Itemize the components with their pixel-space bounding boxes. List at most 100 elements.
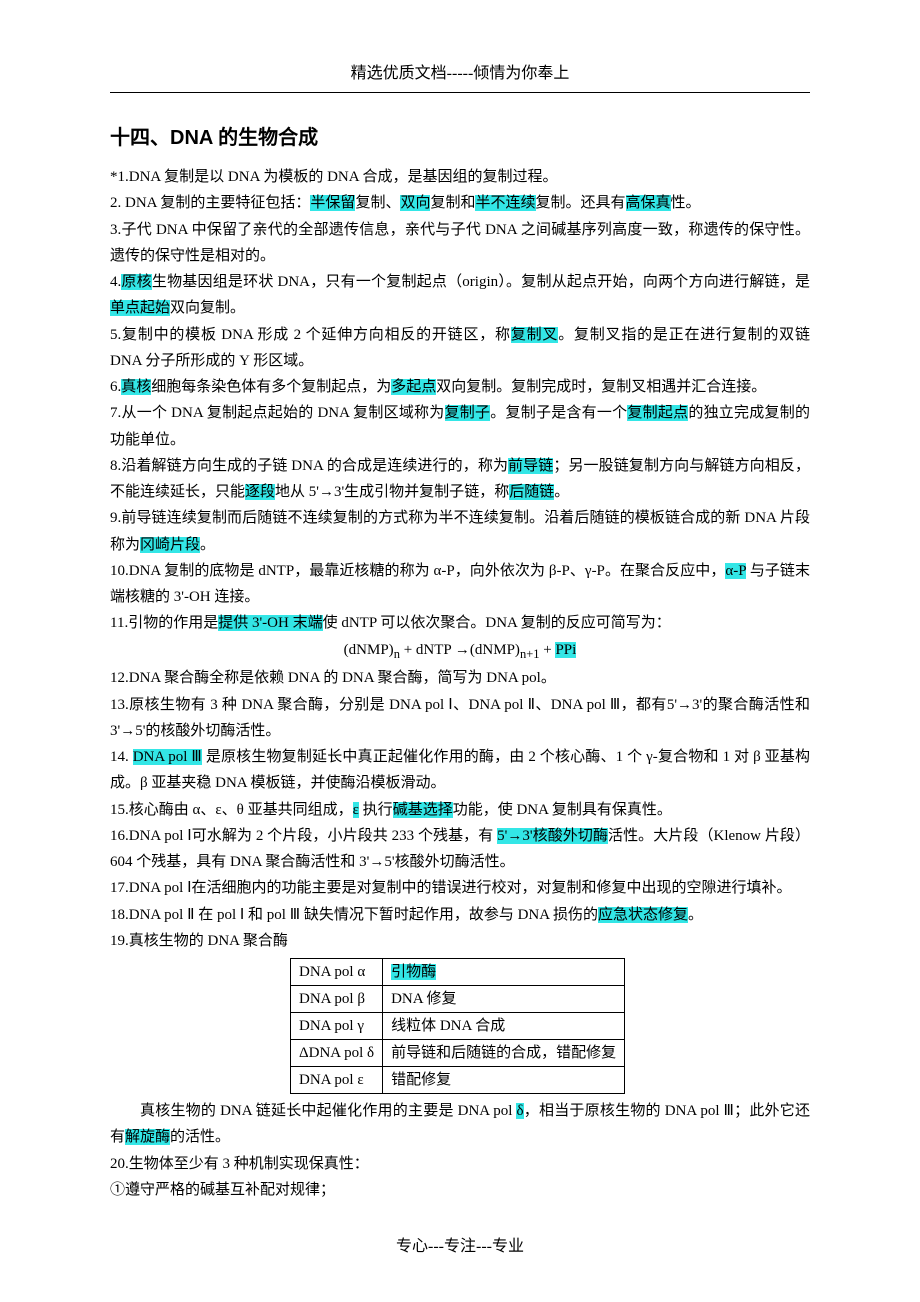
- highlight: 前导链: [508, 458, 553, 474]
- para-1: *1.DNA 复制是以 DNA 为模板的 DNA 合成，是基因组的复制过程。: [110, 164, 810, 190]
- highlight: α-P: [725, 563, 746, 579]
- highlight: 后随链: [509, 484, 554, 500]
- text: 10.DNA 复制的底物是 dNTP，最靠近核糖的称为 α-P，向外依次为 β-…: [110, 563, 725, 579]
- highlight: 逐段: [245, 484, 275, 500]
- highlight: δ: [516, 1103, 523, 1119]
- para-5: 5.复制中的模板 DNA 形成 2 个延伸方向相反的开链区，称复制叉。复制叉指的…: [110, 322, 810, 375]
- text: 。: [554, 484, 569, 500]
- page-header: 精选优质文档-----倾情为你奉上: [110, 60, 810, 93]
- para-4: 4.原核生物基因组是环状 DNA，只有一个复制起点（origin）。复制从起点开…: [110, 269, 810, 322]
- table-row: DNA pol γ线粒体 DNA 合成: [291, 1013, 625, 1040]
- page-footer: 专心---专注---专业: [110, 1233, 810, 1261]
- text: 。复制子是含有一个: [490, 405, 627, 421]
- highlight: 复制子: [445, 405, 491, 421]
- table-cell: 线粒体 DNA 合成: [383, 1013, 625, 1040]
- text: 性。: [671, 195, 701, 211]
- text: 是原核生物复制延长中真正起催化作用的酶，由 2 个核心酶、1 个 γ-复合物和 …: [110, 749, 810, 791]
- text: 。: [688, 907, 703, 923]
- table-cell: DNA pol γ: [291, 1013, 383, 1040]
- highlight: 复制叉: [511, 327, 558, 343]
- table-cell: DNA pol β: [291, 986, 383, 1013]
- text: 8.沿着解链方向生成的子链 DNA 的合成是连续进行的，称为: [110, 458, 508, 474]
- text: 4.: [110, 274, 121, 290]
- highlight: 碱基选择: [393, 802, 453, 818]
- highlight: 原核: [121, 274, 152, 290]
- para-16: 16.DNA pol Ⅰ可水解为 2 个片段，小片段共 233 个残基，有 5'…: [110, 823, 810, 876]
- text: 复制。还具有: [536, 195, 626, 211]
- highlight: 单点起始: [110, 300, 170, 316]
- para-13: 13.原核生物有 3 种 DNA 聚合酶，分别是 DNA pol Ⅰ、DNA p…: [110, 692, 810, 745]
- text: + dNTP →(dNMP): [400, 642, 520, 658]
- table-cell: DNA pol α: [291, 959, 383, 986]
- para-15: 15.核心酶由 α、ε、θ 亚基共同组成，ε 执行碱基选择功能，使 DNA 复制…: [110, 797, 810, 823]
- text: 执行: [359, 802, 393, 818]
- text: 地从 5'→3'生成引物并复制子链，称: [275, 484, 509, 500]
- para-11: 11.引物的作用是提供 3'-OH 末端使 dNTP 可以依次聚合。DNA 复制…: [110, 610, 810, 636]
- para-10: 10.DNA 复制的底物是 dNTP，最靠近核糖的称为 α-P，向外依次为 β-…: [110, 558, 810, 611]
- para-14: 14. DNA pol Ⅲ 是原核生物复制延长中真正起催化作用的酶，由 2 个核…: [110, 744, 810, 797]
- text: 双向复制。复制完成时，复制叉相遇并汇合连接。: [436, 379, 766, 395]
- text: 细胞每条染色体有多个复制起点，为: [151, 379, 391, 395]
- para-8: 8.沿着解链方向生成的子链 DNA 的合成是连续进行的，称为前导链；另一股链复制…: [110, 453, 810, 506]
- para-12: 12.DNA 聚合酶全称是依赖 DNA 的 DNA 聚合酶，简写为 DNA po…: [110, 665, 810, 691]
- highlight: 复制起点: [627, 405, 688, 421]
- highlight: 提供 3'-OH 末端: [218, 615, 322, 631]
- text: 15.核心酶由 α、ε、θ 亚基共同组成，: [110, 802, 353, 818]
- para-9: 9.前导链连续复制而后随链不连续复制的方式称为半不连续复制。沿着后随链的模板链合…: [110, 505, 810, 558]
- text: 的活性。: [170, 1129, 230, 1145]
- highlight: 半保留: [310, 195, 355, 211]
- text: 6.: [110, 379, 121, 395]
- table-cell: 引物酶: [383, 959, 625, 986]
- highlight: 冈崎片段: [140, 537, 200, 553]
- text: 5.复制中的模板 DNA 形成 2 个延伸方向相反的开链区，称: [110, 327, 511, 343]
- table-cell: ΔDNA pol δ: [291, 1040, 383, 1067]
- table-row: DNA pol α引物酶: [291, 959, 625, 986]
- para-19b: 真核生物的 DNA 链延长中起催化作用的主要是 DNA pol δ，相当于原核生…: [110, 1098, 810, 1151]
- highlight: 解旋酶: [125, 1129, 170, 1145]
- highlight: 应急状态修复: [598, 907, 688, 923]
- highlight: PPi: [555, 642, 576, 658]
- text: 14.: [110, 749, 133, 765]
- polymerase-table: DNA pol α引物酶DNA pol βDNA 修复DNA pol γ线粒体 …: [290, 958, 625, 1094]
- table-row: ΔDNA pol δ前导链和后随链的合成，错配修复: [291, 1040, 625, 1067]
- para-6: 6.真核细胞每条染色体有多个复制起点，为多起点双向复制。复制完成时，复制叉相遇并…: [110, 374, 810, 400]
- text: 使 dNTP 可以依次聚合。DNA 复制的反应可简写为：: [323, 615, 671, 631]
- text: 16.DNA pol Ⅰ可水解为 2 个片段，小片段共 233 个残基，有: [110, 828, 497, 844]
- para-3: 3.子代 DNA 中保留了亲代的全部遗传信息，亲代与子代 DNA 之间碱基序列高…: [110, 217, 810, 270]
- text: 生物基因组是环状 DNA，只有一个复制起点（origin）。复制从起点开始，向两…: [152, 274, 810, 290]
- text: 18.DNA pol Ⅱ 在 pol Ⅰ 和 pol Ⅲ 缺失情况下暂时起作用，…: [110, 907, 598, 923]
- text: (dNMP): [344, 642, 394, 658]
- para-19: 19.真核生物的 DNA 聚合酶: [110, 928, 810, 954]
- text: 复制、: [355, 195, 400, 211]
- highlight: DNA pol Ⅲ: [133, 749, 202, 765]
- table-cell: DNA 修复: [383, 986, 625, 1013]
- text: 。: [200, 537, 215, 553]
- text: 功能，使 DNA 复制具有保真性。: [453, 802, 672, 818]
- text: 真核生物的 DNA 链延长中起催化作用的主要是 DNA pol: [140, 1103, 516, 1119]
- para-2: 2. DNA 复制的主要特征包括：半保留复制、双向复制和半不连续复制。还具有高保…: [110, 190, 810, 216]
- text: 7.从一个 DNA 复制起点起始的 DNA 复制区域称为: [110, 405, 445, 421]
- highlight: 高保真: [626, 195, 671, 211]
- table-row: DNA pol βDNA 修复: [291, 986, 625, 1013]
- text: 11.引物的作用是: [110, 615, 218, 631]
- text: 2. DNA 复制的主要特征包括：: [110, 195, 310, 211]
- table-row: DNA pol ε错配修复: [291, 1067, 625, 1094]
- para-7: 7.从一个 DNA 复制起点起始的 DNA 复制区域称为复制子。复制子是含有一个…: [110, 400, 810, 453]
- title-main: DNA 的生物合成: [170, 127, 318, 149]
- highlight: 半不连续: [475, 195, 535, 211]
- para-18: 18.DNA pol Ⅱ 在 pol Ⅰ 和 pol Ⅲ 缺失情况下暂时起作用，…: [110, 902, 810, 928]
- formula: (dNMP)n + dNTP →(dNMP)n+1 + PPi: [110, 637, 810, 666]
- table-cell: DNA pol ε: [291, 1067, 383, 1094]
- text: 复制和: [430, 195, 475, 211]
- para-17: 17.DNA pol Ⅰ在活细胞内的功能主要是对复制中的错误进行校对，对复制和修…: [110, 875, 810, 901]
- para-20: 20.生物体至少有 3 种机制实现保真性：: [110, 1151, 810, 1177]
- chapter-title: 十四、DNA 的生物合成: [110, 121, 810, 156]
- text: 双向复制。: [170, 300, 245, 316]
- highlight: 5'→3'核酸外切酶: [497, 828, 608, 844]
- title-prefix: 十四、: [110, 127, 170, 149]
- para-20-1: ①遵守严格的碱基互补配对规律；: [110, 1177, 810, 1203]
- table-cell: 错配修复: [383, 1067, 625, 1094]
- highlight: 真核: [121, 379, 151, 395]
- highlight: 双向: [400, 195, 430, 211]
- highlight: 多起点: [391, 379, 436, 395]
